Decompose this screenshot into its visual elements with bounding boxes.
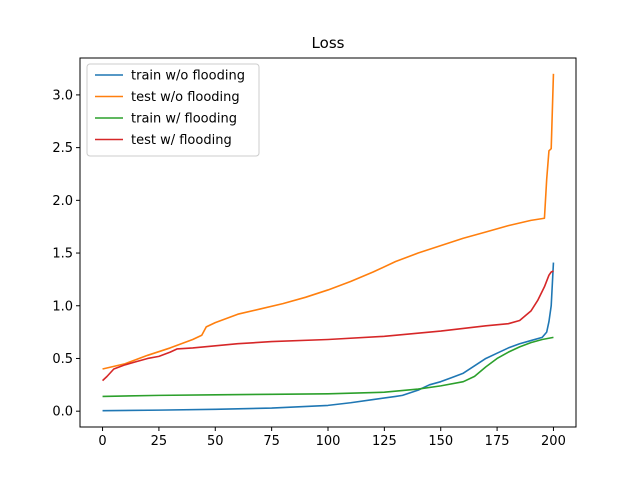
legend: train w/o flooding test w/o flooding train… <box>86 63 260 157</box>
y-axis: 0.0 0.5 1.0 1.5 2.0 2.5 3.0 <box>52 88 80 420</box>
x-axis: 0 25 50 75 100 125 150 175 200 <box>98 427 566 449</box>
y-tick-label: 0.5 <box>52 352 73 367</box>
y-tick-label: 0.0 <box>52 405 73 420</box>
series-line-train-w-o-flooding <box>102 262 555 412</box>
x-tick-label: 0 <box>98 434 106 449</box>
legend-box <box>86 63 260 157</box>
x-tick-label: 50 <box>207 434 224 449</box>
legend-label: test w/ flooding <box>131 133 232 148</box>
series-line-train-w-flooding <box>102 336 554 398</box>
x-tick-label: 100 <box>316 434 341 449</box>
legend-label: train w/ flooding <box>131 112 237 127</box>
series-line-test-w-flooding <box>102 270 554 382</box>
x-tick-label: 75 <box>263 434 280 449</box>
x-tick-label: 125 <box>372 434 397 449</box>
y-tick-label: 3.0 <box>52 88 73 103</box>
y-tick-label: 1.5 <box>52 247 73 262</box>
x-tick-label: 25 <box>151 434 168 449</box>
x-tick-label: 175 <box>485 434 510 449</box>
y-tick-label: 2.0 <box>52 194 73 209</box>
x-tick-label: 200 <box>541 434 566 449</box>
y-tick-label: 1.0 <box>52 299 73 314</box>
chart-title: Loss <box>312 34 345 52</box>
x-tick-label: 150 <box>428 434 453 449</box>
series-lines <box>102 73 555 412</box>
y-tick-label: 2.5 <box>52 141 73 156</box>
series-line-test-w-o-flooding <box>102 73 555 370</box>
legend-label: test w/o flooding <box>131 90 240 105</box>
legend-label: train w/o flooding <box>131 69 245 84</box>
